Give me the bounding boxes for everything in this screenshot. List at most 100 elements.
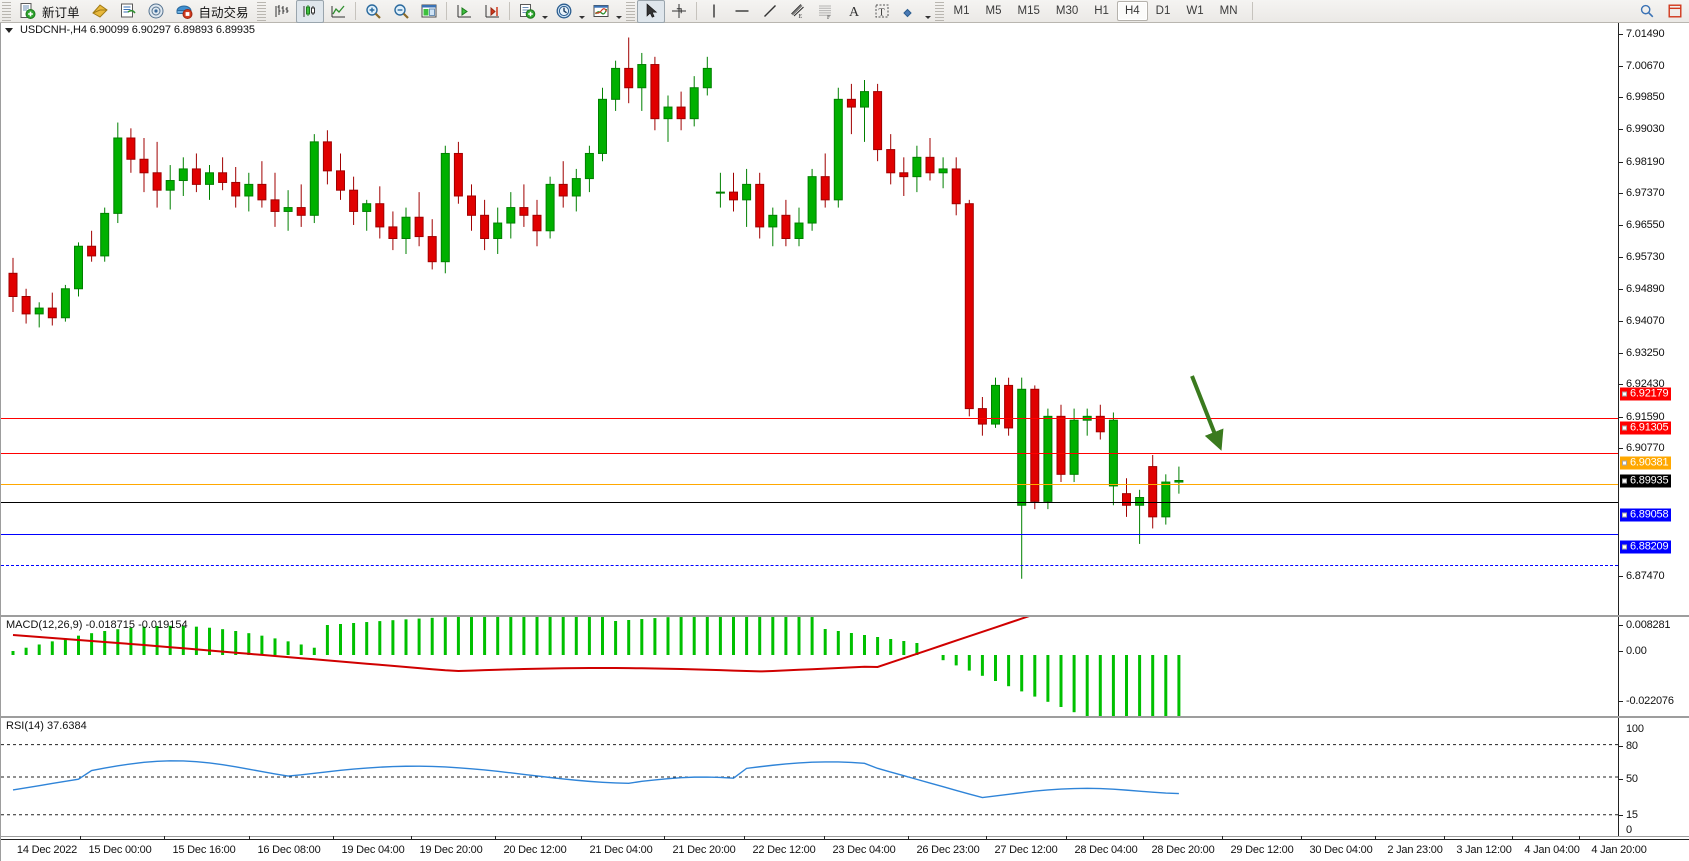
timeframe-m15[interactable]: M15 [1017, 5, 1040, 17]
price-tag-handle-icon[interactable] [1622, 544, 1627, 550]
candle [362, 203, 372, 212]
navigator-icon[interactable] [142, 0, 170, 23]
toolbar-grip-timeframes[interactable] [934, 1, 944, 21]
fibonacci-icon[interactable]: F [812, 0, 840, 23]
timeframe-h1[interactable]: H1 [1094, 5, 1109, 17]
indicators-icon[interactable] [587, 0, 615, 23]
rsi-label: RSI(14) 37.6384 [6, 720, 87, 732]
price-tag-resistance-2[interactable]: 6.91305 [1620, 421, 1672, 435]
toolbar-grip-charts[interactable] [256, 1, 266, 21]
timeframe-m30[interactable]: M30 [1055, 5, 1079, 17]
equidistant-channel-icon[interactable]: E [784, 0, 812, 23]
macd-tick-2: -0.022076 [1626, 695, 1674, 707]
toolbar-grip-tools[interactable] [625, 1, 635, 21]
zoom-in-icon[interactable] [359, 0, 387, 23]
timeframe-m5[interactable]: M5 [985, 5, 1002, 17]
timeframe-d1[interactable]: D1 [1155, 5, 1171, 17]
candle [178, 168, 188, 182]
price-tag-support-2[interactable]: 6.88209 [1620, 540, 1672, 554]
new-order-label[interactable]: 新订单 [42, 5, 80, 20]
price-tag-current-price[interactable]: 6.89935 [1620, 474, 1672, 488]
price-tag-pivot-level[interactable]: 6.90381 [1620, 456, 1672, 470]
level-line-6.88209[interactable] [1, 565, 1618, 566]
timeframe-mn[interactable]: MN [1219, 5, 1238, 17]
autotrade-label[interactable]: 自动交易 [198, 5, 249, 20]
price-tick-mark [1619, 129, 1623, 131]
price-tick-6.98190: 6.98190 [1626, 155, 1665, 168]
candle [1148, 466, 1158, 518]
rsi-pane[interactable]: RSI(14) 37.6384 100 80 50 15 0 [1, 717, 1689, 837]
vertical-line-icon[interactable] [700, 0, 728, 23]
price-tag-support-1[interactable]: 6.89058 [1620, 508, 1672, 522]
level-line-6.89058[interactable] [1, 534, 1618, 535]
timeframe-w1[interactable]: W1 [1186, 5, 1204, 17]
time-tick-mark [333, 836, 334, 840]
candlestick-chart-icon[interactable] [295, 0, 324, 23]
level-line-6.92179[interactable] [1, 418, 1618, 419]
zoom-out-icon[interactable] [387, 0, 415, 23]
macd-pane[interactable]: MACD(12,26,9) -0.018715 -0.019154 0.0082… [1, 616, 1689, 717]
rsi-tick-0: 0 [1626, 824, 1632, 836]
candle [1095, 415, 1105, 433]
price-tag-handle-icon[interactable] [1622, 512, 1627, 518]
rsi-tick-80: 80 [1626, 740, 1638, 752]
period-icon[interactable] [550, 0, 578, 23]
level-line-6.90381[interactable] [1, 484, 1618, 485]
data-window-icon[interactable] [114, 0, 142, 23]
price-plot-area[interactable] [1, 23, 1618, 615]
text-label-icon[interactable]: T [868, 0, 896, 23]
price-tick-7.00670: 7.00670 [1626, 59, 1665, 72]
horizontal-line-icon[interactable] [728, 0, 756, 23]
auto-scroll-icon[interactable] [478, 0, 506, 23]
time-axis[interactable]: 14 Dec 2022 15 Dec 00:00 15 Dec 16:00 16 De… [1, 836, 1689, 861]
collapse-triangle-icon[interactable] [5, 27, 13, 33]
candle [611, 67, 621, 100]
candle [165, 180, 175, 191]
price-axis[interactable]: 7.01490 7.00670 6.99850 6.99030 6.98190 6.973… [1618, 23, 1689, 615]
candle [21, 295, 31, 315]
shapes-icon[interactable] [896, 0, 924, 23]
price-tag-handle-icon[interactable] [1622, 391, 1627, 397]
rsi-axis[interactable]: 100 80 50 15 0 [1618, 718, 1689, 836]
autotrade-icon[interactable] [170, 0, 198, 23]
new-order-button[interactable] [13, 0, 41, 23]
template-icon[interactable] [513, 0, 541, 23]
price-tag-handle-icon[interactable] [1622, 478, 1627, 484]
line-chart-icon[interactable] [324, 0, 352, 23]
indicators-dropdown-arrow-icon[interactable] [615, 0, 624, 25]
time-tick-mark [164, 836, 165, 840]
macd-plot-area[interactable] [1, 617, 1618, 716]
level-line-6.91305[interactable] [1, 453, 1618, 454]
level-line-current-price[interactable] [1, 502, 1618, 503]
crosshair-icon[interactable] [665, 0, 693, 23]
candle [375, 203, 385, 228]
candle [1135, 497, 1145, 506]
price-tag-handle-icon[interactable] [1622, 425, 1627, 431]
period-dropdown-arrow-icon[interactable] [578, 0, 587, 25]
window-tile-icon[interactable] [415, 0, 443, 23]
price-tick-6.94890: 6.94890 [1626, 283, 1665, 296]
rsi-tick-100: 100 [1626, 723, 1644, 735]
cursor-icon[interactable] [636, 0, 665, 23]
timeframe-m1[interactable]: M1 [953, 5, 970, 17]
macd-axis[interactable]: 0.008281 0.00 -0.022076 [1618, 617, 1689, 716]
timeframe-h4[interactable]: H4 [1116, 1, 1148, 21]
price-tick-mark [1619, 65, 1623, 67]
price-tag-handle-icon[interactable] [1622, 460, 1627, 466]
toolbar-grip-main[interactable] [2, 1, 11, 21]
time-label-3: 16 Dec 08:00 [257, 844, 321, 856]
expert-advisors-icon[interactable] [86, 0, 114, 23]
price-tag-value: 6.88209 [1630, 540, 1669, 553]
bar-chart-icon[interactable] [268, 0, 296, 23]
template-dropdown-arrow-icon[interactable] [541, 0, 550, 25]
time-label-15: 29 Dec 12:00 [1230, 844, 1294, 856]
chart-shift-icon[interactable] [450, 0, 478, 23]
text-icon[interactable]: A [840, 0, 868, 23]
search-icon[interactable] [1633, 0, 1661, 23]
fullscreen-icon[interactable] [1661, 0, 1689, 23]
trend-line-icon[interactable] [756, 0, 784, 23]
price-pane[interactable]: USDCNH-,H4 6.90099 6.90297 6.89893 6.899… [1, 23, 1689, 616]
price-tag-resistance-1[interactable]: 6.92179 [1620, 387, 1672, 401]
rsi-plot-area[interactable] [1, 718, 1618, 836]
shapes-dropdown-arrow-icon[interactable] [924, 0, 933, 25]
